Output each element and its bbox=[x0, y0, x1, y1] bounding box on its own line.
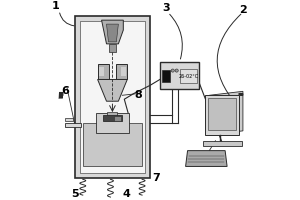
FancyBboxPatch shape bbox=[96, 113, 129, 133]
Polygon shape bbox=[98, 79, 127, 101]
FancyBboxPatch shape bbox=[109, 44, 116, 52]
Polygon shape bbox=[98, 64, 109, 79]
FancyBboxPatch shape bbox=[107, 112, 117, 117]
Text: 3: 3 bbox=[162, 3, 169, 13]
Polygon shape bbox=[209, 91, 243, 135]
FancyBboxPatch shape bbox=[208, 98, 236, 130]
FancyBboxPatch shape bbox=[114, 116, 121, 121]
Polygon shape bbox=[102, 20, 123, 44]
FancyBboxPatch shape bbox=[99, 67, 103, 76]
FancyBboxPatch shape bbox=[65, 123, 81, 127]
Text: 5: 5 bbox=[71, 189, 79, 199]
Text: 8: 8 bbox=[134, 90, 142, 100]
Polygon shape bbox=[186, 151, 227, 166]
FancyBboxPatch shape bbox=[160, 62, 200, 89]
FancyBboxPatch shape bbox=[103, 115, 122, 121]
FancyBboxPatch shape bbox=[83, 123, 142, 166]
Text: 26-02°C: 26-02°C bbox=[178, 74, 199, 79]
FancyBboxPatch shape bbox=[75, 16, 150, 178]
Text: 6: 6 bbox=[61, 86, 69, 96]
Polygon shape bbox=[116, 64, 127, 79]
Text: 2: 2 bbox=[239, 5, 247, 15]
FancyBboxPatch shape bbox=[203, 141, 242, 146]
FancyBboxPatch shape bbox=[162, 70, 170, 82]
Text: 1: 1 bbox=[51, 1, 59, 11]
Circle shape bbox=[171, 69, 174, 72]
Circle shape bbox=[175, 69, 178, 72]
FancyBboxPatch shape bbox=[80, 21, 145, 173]
FancyBboxPatch shape bbox=[65, 118, 73, 121]
FancyBboxPatch shape bbox=[121, 67, 126, 76]
FancyBboxPatch shape bbox=[180, 69, 197, 83]
Text: 4: 4 bbox=[122, 189, 130, 199]
Polygon shape bbox=[106, 24, 119, 42]
FancyBboxPatch shape bbox=[206, 95, 239, 135]
Text: 7: 7 bbox=[152, 173, 160, 183]
